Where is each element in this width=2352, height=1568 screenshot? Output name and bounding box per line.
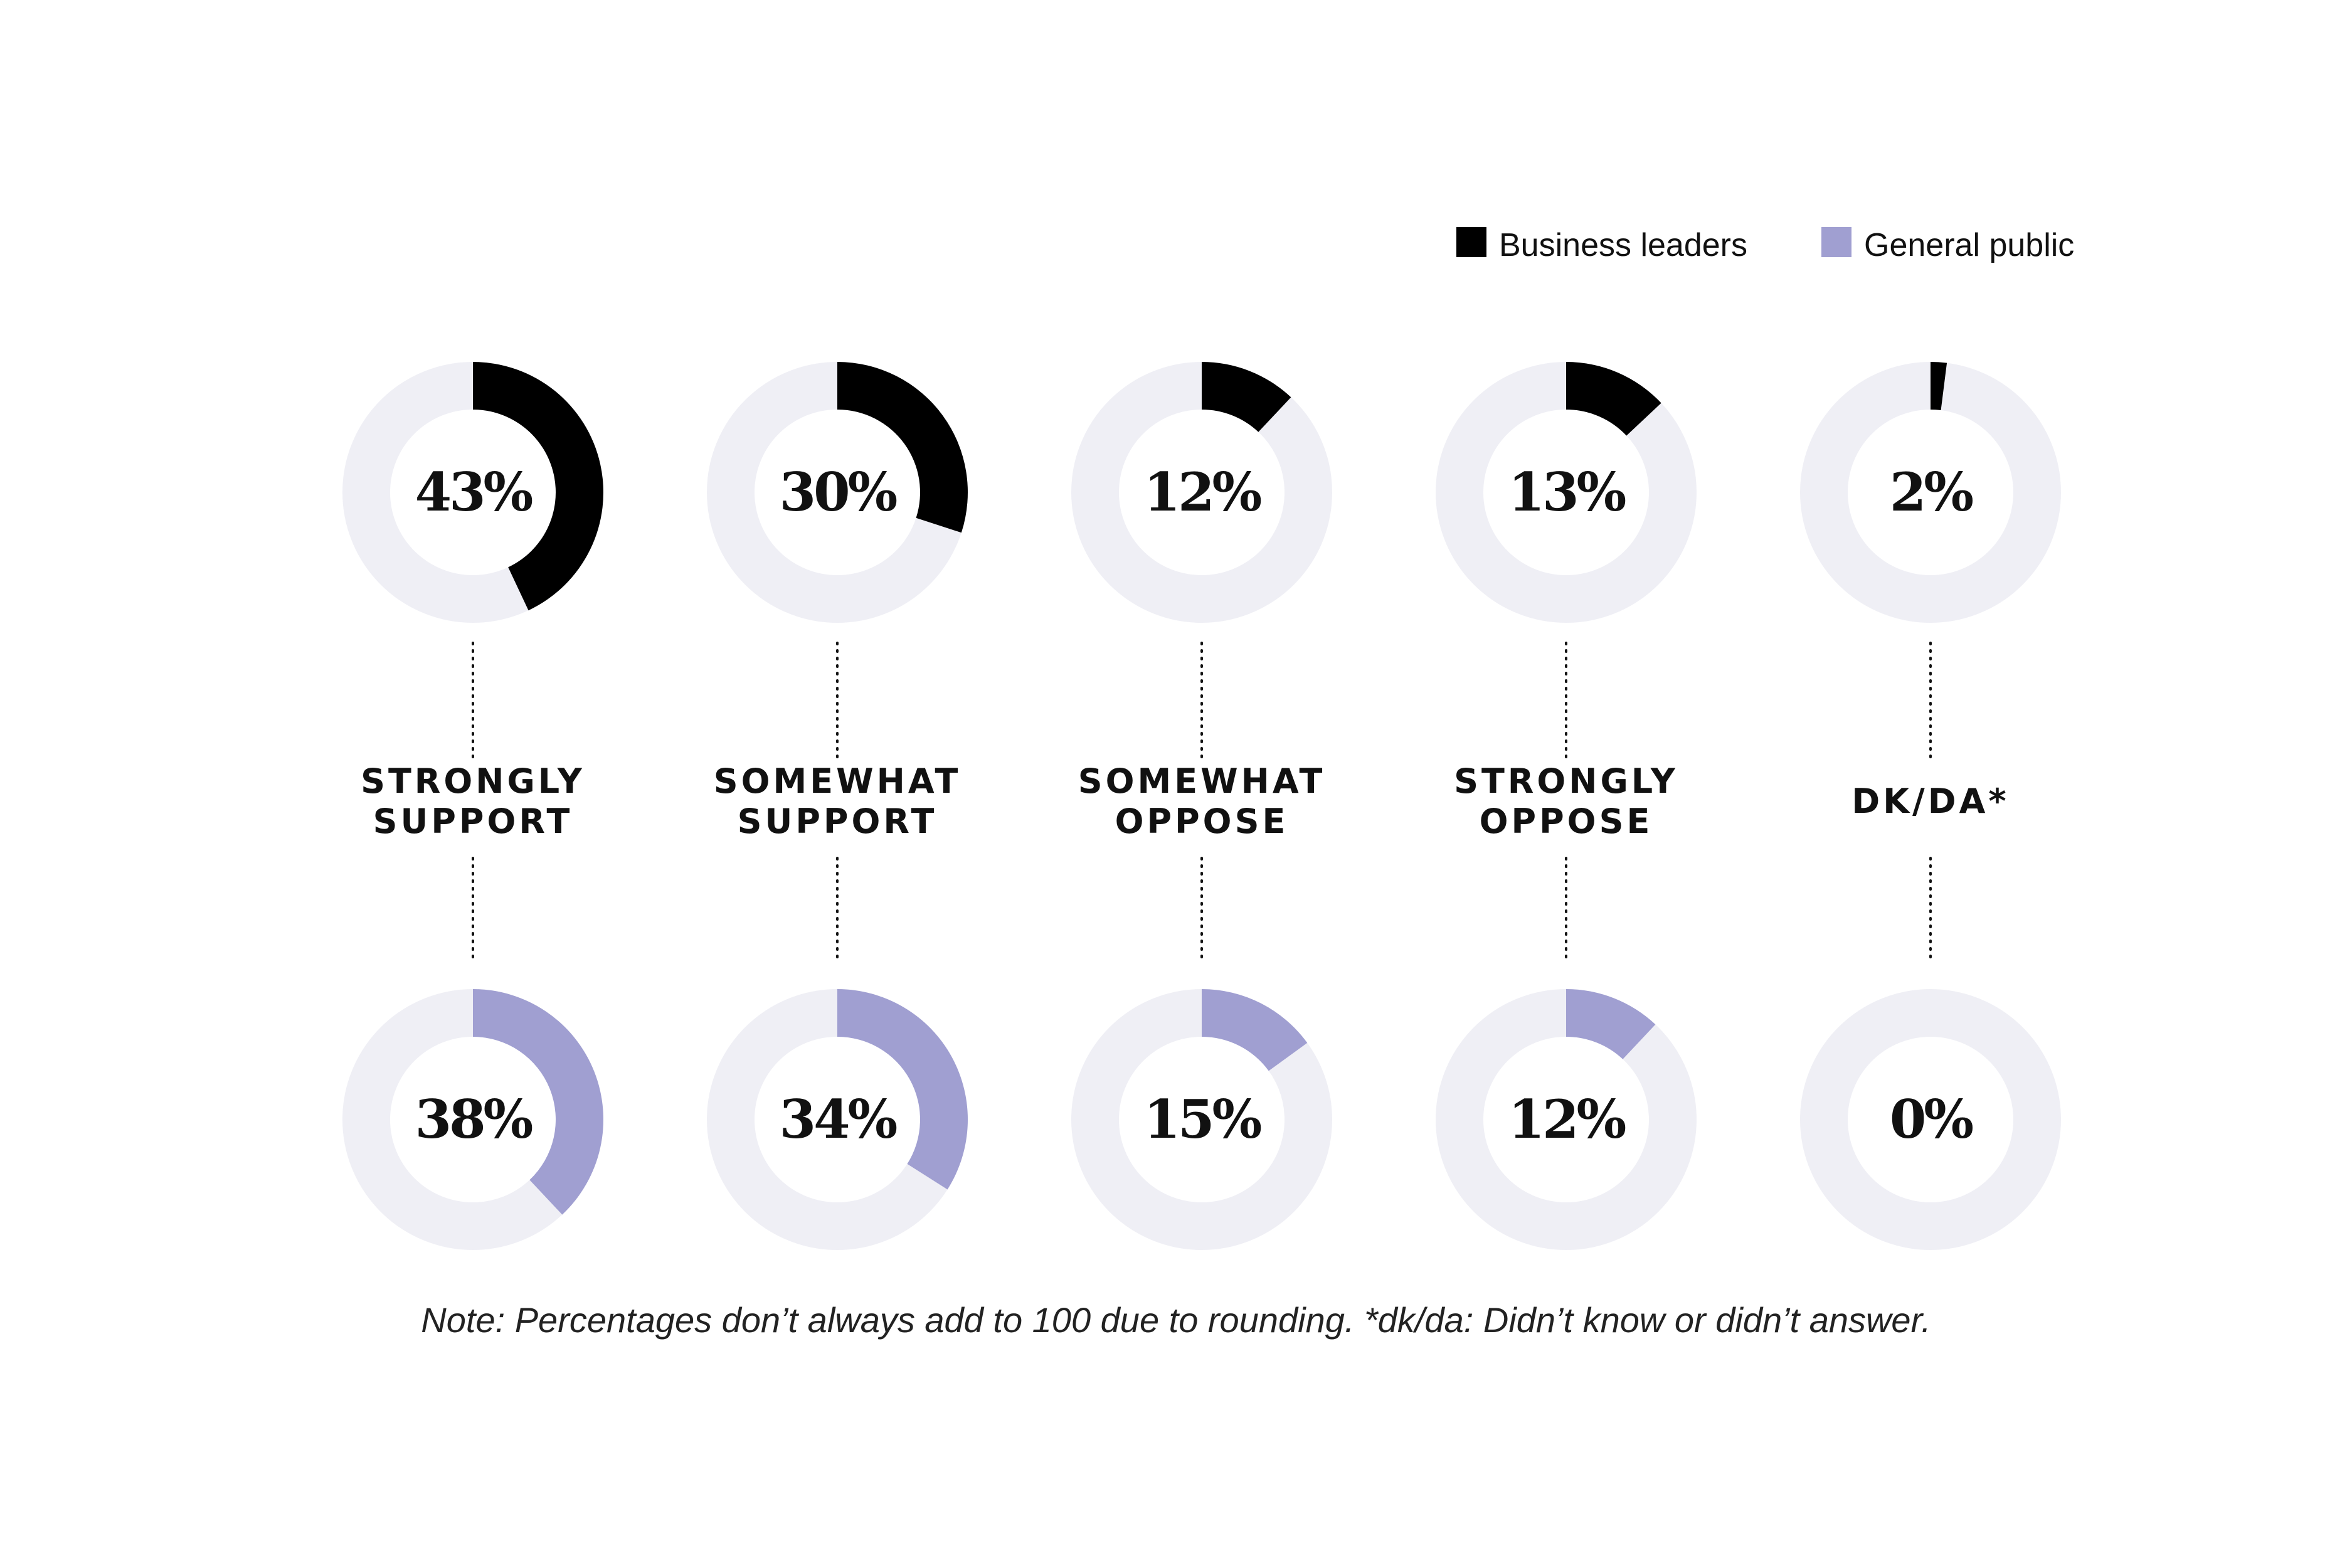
donut-segment-business-leaders-strongly-oppose <box>1566 362 1661 436</box>
donut-business-leaders-somewhat-support: 30% <box>707 362 968 623</box>
donut-segment-business-leaders-strongly-support <box>473 362 604 611</box>
data-label-general-public-dk-da: 0% <box>1890 1088 1973 1150</box>
donut-segment-general-public-somewhat-support <box>837 989 968 1190</box>
donut-segment-business-leaders-somewhat-support <box>837 362 968 533</box>
donut-general-public-somewhat-support: 34% <box>707 989 968 1250</box>
legend: Business leaders General public <box>1456 227 2074 263</box>
donut-general-public-strongly-support: 38% <box>342 989 603 1250</box>
category-label-strongly-oppose: STRONGLY OPPOSE <box>1454 761 1678 841</box>
data-label-business-leaders-somewhat-oppose: 12% <box>1144 461 1261 523</box>
donut-segment-general-public-strongly-support <box>473 989 603 1215</box>
category-label-strongly-support: STRONGLY SUPPORT <box>361 761 585 841</box>
donut-segment-business-leaders-dk-da <box>1931 362 1947 411</box>
donut-business-leaders-dk-da: 2% <box>1800 362 2061 623</box>
legend-label-business-leaders: Business leaders <box>1499 227 1747 263</box>
legend-label-general-public: General public <box>1864 227 2074 263</box>
category-label-dk-da: DK/DA* <box>1851 781 2009 821</box>
donut-business-leaders-strongly-oppose: 13% <box>1436 362 1697 623</box>
donut-track <box>1800 989 2061 1250</box>
donut-business-leaders-somewhat-oppose: 12% <box>1071 362 1332 623</box>
data-label-general-public-strongly-support: 38% <box>415 1088 532 1150</box>
donut-business-leaders-strongly-support: 43% <box>342 362 604 623</box>
data-label-general-public-somewhat-oppose: 15% <box>1144 1088 1261 1150</box>
donut-general-public-somewhat-oppose: 15% <box>1071 989 1332 1250</box>
data-label-business-leaders-strongly-support: 43% <box>415 461 532 523</box>
data-label-business-leaders-dk-da: 2% <box>1890 461 1973 523</box>
donut-segment-general-public-strongly-oppose <box>1566 989 1656 1059</box>
legend-swatch-business-leaders <box>1456 227 1486 257</box>
data-label-business-leaders-somewhat-support: 30% <box>780 461 897 523</box>
data-label-business-leaders-strongly-oppose: 13% <box>1508 461 1626 523</box>
category-label-somewhat-support: SOMEWHAT SUPPORT <box>714 761 961 841</box>
donut-general-public-dk-da: 0% <box>1800 989 2061 1250</box>
donut-segment-business-leaders-somewhat-oppose <box>1202 362 1291 432</box>
data-label-general-public-strongly-oppose: 12% <box>1508 1088 1626 1150</box>
data-label-general-public-somewhat-support: 34% <box>780 1088 897 1150</box>
category-labels: STRONGLY SUPPORT SOMEWHAT SUPPORT SOMEWHAT OP… <box>361 642 2009 964</box>
donut-segment-general-public-somewhat-oppose <box>1202 989 1308 1071</box>
category-label-somewhat-oppose: SOMEWHAT OPPOSE <box>1078 761 1326 841</box>
footnote: Note: Percentages don’t always add to 10… <box>421 1300 1931 1340</box>
donut-general-public-strongly-oppose: 12% <box>1436 989 1697 1250</box>
legend-swatch-general-public <box>1821 227 1851 257</box>
donut-grid: 43% 38% 30% 34% 12% 15% 13% 12% 2% 0% <box>342 362 2061 1250</box>
